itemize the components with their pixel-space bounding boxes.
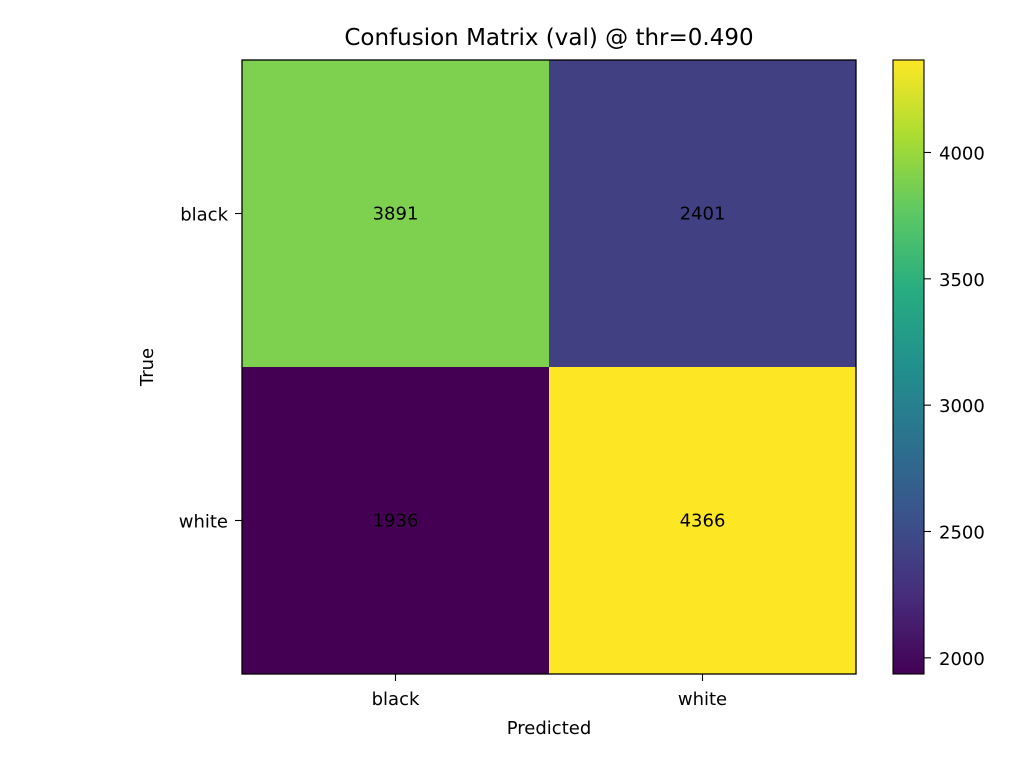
colorbar (892, 59, 925, 675)
y-tick-label: black (180, 205, 228, 226)
cell-white-black (242, 367, 549, 674)
plot-frame (241, 59, 857, 675)
colorbar-tick-label: 3000 (939, 396, 985, 417)
cell-value-label: 3891 (373, 204, 419, 225)
cell-white-white (549, 367, 856, 674)
x-tick-label: black (372, 689, 420, 710)
cell-value-label: 2401 (680, 204, 726, 225)
cell-value-label: 1936 (373, 511, 419, 532)
cell-value-label: 4366 (680, 511, 726, 532)
cell-black-white (549, 60, 856, 367)
x-axis-label: Predicted (507, 718, 592, 739)
chart-title: Confusion Matrix (val) @ thr=0.490 (344, 25, 753, 51)
y-axis-label: True (137, 348, 158, 387)
y-tick-label: white (179, 512, 228, 533)
colorbar-tick-label: 4000 (939, 143, 985, 164)
cell-black-black (242, 60, 549, 367)
colorbar-tick-label: 2500 (939, 522, 985, 543)
colorbar-tick-label: 3500 (939, 270, 985, 291)
x-tick-label: white (678, 689, 727, 710)
colorbar-tick-label: 2000 (939, 649, 985, 670)
